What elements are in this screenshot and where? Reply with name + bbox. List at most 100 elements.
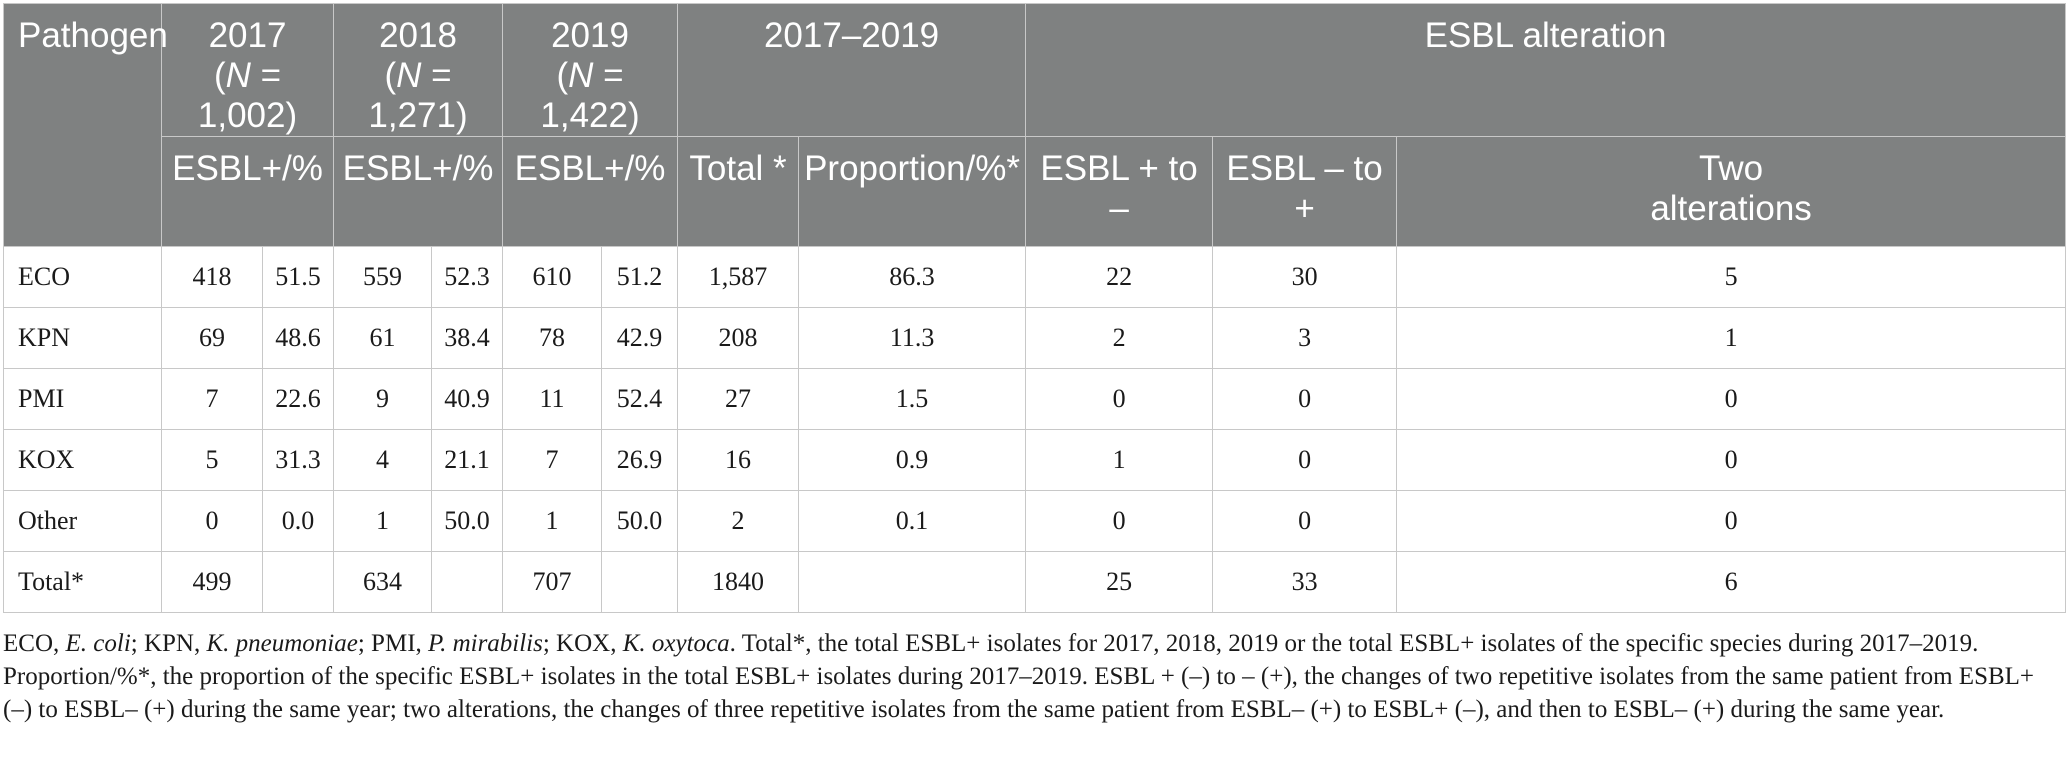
table-header: Pathogen 2017 (N = 1,002) 2018 (N = 1,27… <box>3 3 2067 247</box>
cell-count-2018: 634 <box>333 551 433 613</box>
cell-pct-2019: 50.0 <box>601 490 679 552</box>
esbl-table: Pathogen 2017 (N = 1,002) 2018 (N = 1,27… <box>3 3 2067 613</box>
header-two-alterations-line2: alterations <box>1650 189 1812 228</box>
table-row: Other 0 0.0 1 50.0 1 50.0 2 0.1 0 0 0 <box>3 490 2067 552</box>
cell-proportion: 0.1 <box>798 490 1027 552</box>
table-row: PMI 7 22.6 9 40.9 11 52.4 27 1.5 0 0 0 <box>3 368 2067 430</box>
n-value: = 1,002) <box>197 56 298 135</box>
cell-pct-2017 <box>261 551 335 613</box>
cell-pct-2017: 31.3 <box>261 429 335 491</box>
note-pmi-full: P. mirabilis <box>428 630 543 657</box>
cell-total: 208 <box>677 307 800 369</box>
cell-count-2017: 499 <box>161 551 263 613</box>
cell-minus-to-plus: 30 <box>1212 246 1398 308</box>
cell-plus-to-minus: 22 <box>1025 246 1214 308</box>
n-label: N <box>396 56 422 95</box>
cell-two-alterations: 5 <box>1396 246 2067 308</box>
header-pathogen: Pathogen <box>3 3 168 247</box>
cell-two-alterations: 0 <box>1396 368 2067 430</box>
header-two-alterations: Two alterations <box>1396 136 2067 247</box>
note-abbr-eco: ECO, <box>3 630 66 657</box>
cell-pct-2017: 48.6 <box>261 307 335 369</box>
cell-total: 16 <box>677 429 800 491</box>
header-year-2017-label: 2017 <box>208 16 287 55</box>
header-year-2018-n: (N = 1,271) <box>368 56 468 135</box>
header-year-2018-label: 2018 <box>379 16 457 55</box>
note-abbr-kox: ; KOX, <box>542 630 623 657</box>
cell-total: 1840 <box>677 551 800 613</box>
header-year-2018: 2018 (N = 1,271) <box>333 3 504 137</box>
cell-plus-to-minus: 2 <box>1025 307 1214 369</box>
cell-pathogen: ECO <box>3 246 162 308</box>
cell-count-2017: 69 <box>161 307 263 369</box>
cell-proportion: 11.3 <box>798 307 1027 369</box>
cell-proportion: 0.9 <box>798 429 1027 491</box>
cell-minus-to-plus: 33 <box>1212 551 1398 613</box>
header-year-2019-n: (N = 1,422) <box>540 56 640 135</box>
cell-pct-2018: 38.4 <box>431 307 504 369</box>
header-year-2017-n: (N = 1,002) <box>197 56 298 135</box>
cell-pct-2019: 52.4 <box>601 368 679 430</box>
table-figure: Pathogen 2017 (N = 1,002) 2018 (N = 1,27… <box>3 3 2067 726</box>
cell-pathogen: KPN <box>3 307 162 369</box>
header-esbl-pct-2018: ESBL+/% <box>333 136 504 247</box>
cell-plus-to-minus: 1 <box>1025 429 1214 491</box>
cell-count-2017: 418 <box>161 246 263 308</box>
header-proportion: Proportion/%* <box>798 136 1027 247</box>
table-row: KPN 69 48.6 61 38.4 78 42.9 208 11.3 2 3… <box>3 307 2067 369</box>
header-year-2017: 2017 (N = 1,002) <box>160 3 335 137</box>
cell-pathogen: PMI <box>3 368 162 430</box>
cell-proportion: 1.5 <box>798 368 1027 430</box>
header-esbl-pct-2019: ESBL+/% <box>502 136 679 247</box>
note-abbr-pmi: ; PMI, <box>357 630 429 657</box>
table-row: ECO 418 51.5 559 52.3 610 51.2 1,587 86.… <box>3 246 2067 308</box>
n-label: N <box>225 56 251 95</box>
header-total: Total * <box>677 136 800 247</box>
table-row-total: Total* 499 634 707 1840 25 33 6 <box>3 551 2067 613</box>
cell-minus-to-plus: 0 <box>1212 490 1398 552</box>
cell-pct-2017: 22.6 <box>261 368 335 430</box>
cell-pct-2019: 26.9 <box>601 429 679 491</box>
cell-count-2019: 78 <box>502 307 603 369</box>
table-row: KOX 5 31.3 4 21.1 7 26.9 16 0.9 1 0 0 <box>3 429 2067 491</box>
header-esbl-pct-2017: ESBL+/% <box>160 136 335 247</box>
cell-count-2019: 7 <box>502 429 603 491</box>
cell-count-2019: 11 <box>502 368 603 430</box>
cell-pct-2018: 50.0 <box>431 490 504 552</box>
cell-pct-2019: 51.2 <box>601 246 679 308</box>
note-eco-full: E. coli <box>65 630 131 657</box>
cell-count-2018: 4 <box>333 429 433 491</box>
cell-pct-2017: 0.0 <box>261 490 335 552</box>
cell-pct-2018: 52.3 <box>431 246 504 308</box>
n-value: = 1,271) <box>368 56 468 135</box>
header-year-2019-label: 2019 <box>551 16 629 55</box>
cell-count-2019: 610 <box>502 246 603 308</box>
cell-count-2018: 61 <box>333 307 433 369</box>
cell-two-alterations: 0 <box>1396 429 2067 491</box>
cell-count-2018: 1 <box>333 490 433 552</box>
cell-plus-to-minus: 0 <box>1025 490 1214 552</box>
n-value: = 1,422) <box>540 56 640 135</box>
cell-proportion: 86.3 <box>798 246 1027 308</box>
header-range: 2017–2019 <box>677 3 1027 137</box>
cell-pct-2018: 40.9 <box>431 368 504 430</box>
note-rest: . Total*, the total ESBL+ isolates for 2… <box>3 630 2035 723</box>
cell-proportion <box>798 551 1027 613</box>
cell-pathogen: Total* <box>3 551 162 613</box>
header-two-alterations-line1: Two <box>1698 149 1764 188</box>
cell-pct-2018: 21.1 <box>431 429 504 491</box>
n-label: N <box>568 56 594 95</box>
cell-count-2019: 1 <box>502 490 603 552</box>
header-plus-to-minus: ESBL + to – <box>1025 136 1214 247</box>
note-kox-full: K. oxytoca <box>622 630 730 657</box>
cell-pct-2018 <box>431 551 504 613</box>
cell-pct-2019 <box>601 551 679 613</box>
cell-pct-2019: 42.9 <box>601 307 679 369</box>
cell-total: 1,587 <box>677 246 800 308</box>
cell-two-alterations: 0 <box>1396 490 2067 552</box>
cell-count-2019: 707 <box>502 551 603 613</box>
table-footnote: ECO, E. coli; KPN, K. pneumoniae; PMI, P… <box>3 627 2065 726</box>
cell-count-2018: 9 <box>333 368 433 430</box>
cell-pathogen: Other <box>3 490 162 552</box>
note-kpn-full: K. pneumoniae <box>206 630 358 657</box>
